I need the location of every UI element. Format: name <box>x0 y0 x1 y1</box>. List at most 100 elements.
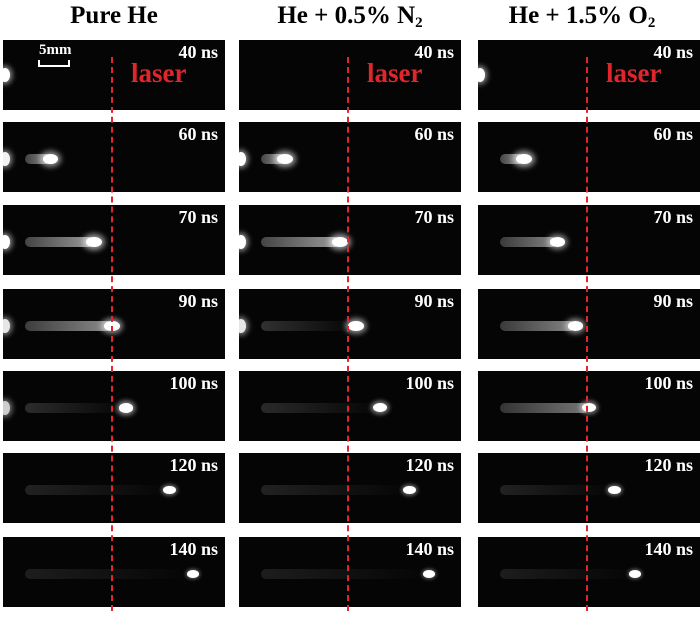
plasma-head <box>348 320 364 331</box>
plasma-head <box>423 570 436 578</box>
column-title: He + 0.5% N2 <box>230 0 470 40</box>
frame-he-n2-2: 70 ns <box>239 205 461 275</box>
plasma-plume <box>500 154 524 164</box>
frame-pure-he-2: 70 ns <box>3 205 225 275</box>
time-label: 40 ns <box>414 42 454 62</box>
plasma-head <box>567 321 583 331</box>
column-title-subscript: 2 <box>415 15 423 31</box>
time-label: 40 ns <box>653 42 693 62</box>
frame-he-o2-2: 70 ns <box>478 205 700 275</box>
laser-label: laser <box>606 58 662 88</box>
laser-label: laser <box>131 58 187 88</box>
frame-he-o2-3: 90 ns <box>478 289 700 359</box>
frame-he-o2-4: 100 ns <box>478 371 700 441</box>
plasma-plume <box>500 403 589 413</box>
column-title-main: He + 1.5% O <box>508 2 648 29</box>
time-label: 70 ns <box>178 207 218 227</box>
plasma-head <box>608 485 622 495</box>
column-title-main: He + 0.5% N <box>277 2 416 29</box>
electrode-glow <box>239 235 246 249</box>
time-label: 90 ns <box>414 291 454 311</box>
electrode-glow <box>239 152 246 166</box>
time-label: 120 ns <box>169 455 218 475</box>
laser-line-pure-he <box>111 57 113 611</box>
plasma-head <box>276 153 293 165</box>
plasma-plume <box>261 237 341 247</box>
time-label: 100 ns <box>644 373 693 393</box>
electrode-glow <box>3 235 10 249</box>
plasma-plume <box>25 154 51 164</box>
time-label: 120 ns <box>405 455 454 475</box>
plasma-plume <box>25 569 194 579</box>
plasma-plume <box>500 569 635 579</box>
plasma-plume <box>25 485 170 495</box>
time-label: 60 ns <box>653 124 693 144</box>
electrode-glow <box>3 68 10 82</box>
electrode-glow <box>3 319 10 333</box>
laser-label: laser <box>367 58 423 88</box>
plasma-head <box>515 153 532 165</box>
scale-bar-label: 5mm <box>39 42 72 58</box>
frame-pure-he-6: 140 ns <box>3 537 225 607</box>
plasma-plume <box>261 321 356 331</box>
time-label: 90 ns <box>178 291 218 311</box>
plasma-head <box>628 570 641 578</box>
plasma-head <box>187 570 200 578</box>
frame-pure-he-3: 90 ns <box>3 289 225 359</box>
column-title-main: Pure He <box>70 2 158 29</box>
electrode-glow <box>3 152 10 166</box>
plasma-plume <box>25 403 126 413</box>
frame-he-n2-5: 120 ns <box>239 453 461 523</box>
frame-he-n2-3: 90 ns <box>239 289 461 359</box>
frame-he-n2-6: 140 ns <box>239 537 461 607</box>
time-label: 140 ns <box>644 539 693 559</box>
plasma-head <box>403 485 416 495</box>
laser-line-he-n2 <box>347 57 349 611</box>
plasma-plume <box>25 237 95 247</box>
frame-pure-he-0: 40 ns laser 5mm <box>3 40 225 110</box>
frame-pure-he-1: 60 ns <box>3 122 225 192</box>
frame-pure-he-4: 100 ns <box>3 371 225 441</box>
electrode-glow <box>239 319 246 333</box>
time-label: 60 ns <box>414 124 454 144</box>
plasma-plume <box>500 485 615 495</box>
plasma-plume <box>500 237 558 247</box>
frame-he-n2-0: 40 ns laser <box>239 40 461 110</box>
plasma-plume <box>261 403 380 413</box>
time-label: 140 ns <box>405 539 454 559</box>
time-label: 100 ns <box>169 373 218 393</box>
electrode-glow <box>3 401 10 415</box>
electrode-glow <box>478 68 485 82</box>
plasma-head <box>549 237 565 247</box>
laser-line-he-o2 <box>586 57 588 611</box>
frame-he-o2-0: 40 ns laser <box>478 40 700 110</box>
frame-he-n2-4: 100 ns <box>239 371 461 441</box>
time-label: 70 ns <box>414 207 454 227</box>
column-title: Pure He <box>0 0 234 40</box>
plasma-plume <box>261 569 430 579</box>
time-label: 90 ns <box>653 291 693 311</box>
plasma-head <box>582 403 596 413</box>
time-label: 70 ns <box>653 207 693 227</box>
column-title-subscript: 2 <box>647 15 656 31</box>
plasma-plume <box>500 321 576 331</box>
plasma-plume <box>261 154 285 164</box>
frame-he-o2-6: 140 ns <box>478 537 700 607</box>
time-label: 60 ns <box>178 124 218 144</box>
time-label: 120 ns <box>644 455 693 475</box>
plasma-head <box>332 236 349 248</box>
plasma-plume <box>25 321 113 331</box>
column-title: He + 1.5% O2 <box>462 0 700 40</box>
plasma-head <box>118 403 134 413</box>
plasma-head <box>163 485 176 495</box>
time-label: 40 ns <box>178 42 218 62</box>
frame-pure-he-5: 120 ns <box>3 453 225 523</box>
frame-he-n2-1: 60 ns <box>239 122 461 192</box>
plasma-head <box>372 403 387 413</box>
frame-he-o2-1: 60 ns <box>478 122 700 192</box>
time-label: 140 ns <box>169 539 218 559</box>
plasma-head <box>42 153 59 164</box>
plasma-head <box>86 236 103 248</box>
frame-he-o2-5: 120 ns <box>478 453 700 523</box>
scale-bar <box>38 60 70 67</box>
